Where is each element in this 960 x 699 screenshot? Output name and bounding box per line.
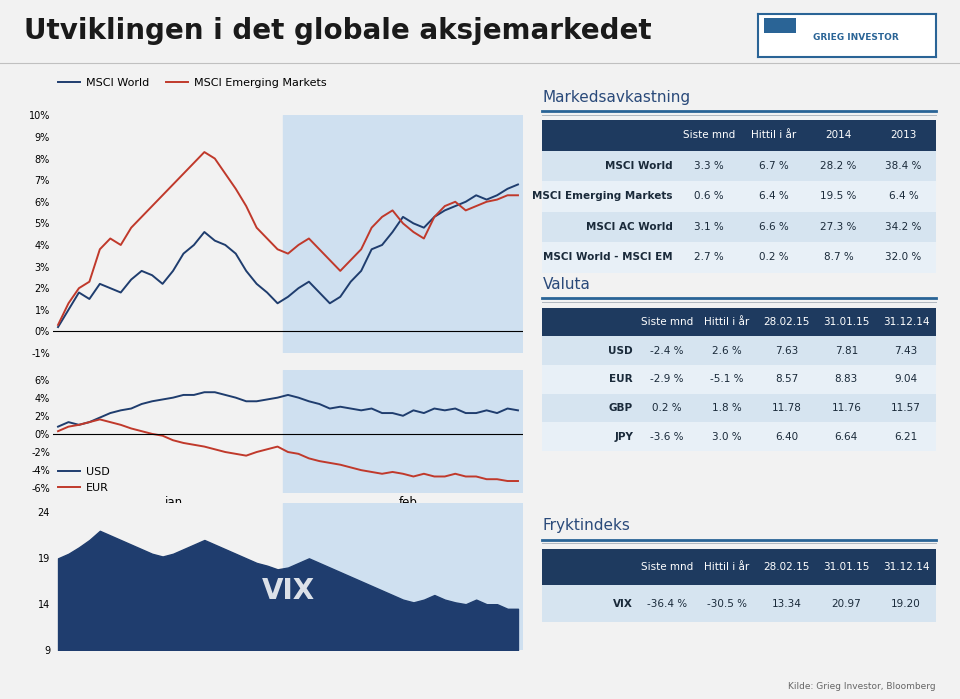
Bar bbox=[283, 370, 523, 493]
Text: 9.04: 9.04 bbox=[895, 374, 918, 384]
Text: 3.0 %: 3.0 % bbox=[711, 431, 741, 442]
Text: 34.2 %: 34.2 % bbox=[885, 222, 922, 232]
Text: 11.57: 11.57 bbox=[891, 403, 921, 413]
Text: 6.64: 6.64 bbox=[834, 431, 858, 442]
Text: 2.7 %: 2.7 % bbox=[694, 252, 724, 262]
Text: 1.8 %: 1.8 % bbox=[711, 403, 741, 413]
Text: 2.6 %: 2.6 % bbox=[711, 345, 741, 356]
Text: -30.5 %: -30.5 % bbox=[707, 599, 747, 609]
Text: Hittil i år: Hittil i år bbox=[704, 317, 749, 327]
Text: Siste mnd: Siste mnd bbox=[640, 317, 693, 327]
Text: 3.3 %: 3.3 % bbox=[694, 161, 724, 171]
Text: 31.12.14: 31.12.14 bbox=[883, 317, 929, 327]
Text: -2.4 %: -2.4 % bbox=[650, 345, 684, 356]
Text: -36.4 %: -36.4 % bbox=[647, 599, 686, 609]
FancyBboxPatch shape bbox=[764, 18, 796, 34]
Text: JPY: JPY bbox=[614, 431, 633, 442]
Text: 8.7 %: 8.7 % bbox=[824, 252, 853, 262]
Bar bbox=[283, 503, 523, 650]
Text: 0.6 %: 0.6 % bbox=[694, 192, 724, 201]
Text: 6.4 %: 6.4 % bbox=[758, 192, 788, 201]
Text: -5.1 %: -5.1 % bbox=[709, 374, 743, 384]
Legend: USD, EUR: USD, EUR bbox=[54, 463, 114, 497]
Text: 7.81: 7.81 bbox=[834, 345, 858, 356]
Text: 28.2 %: 28.2 % bbox=[821, 161, 856, 171]
Text: 3.1 %: 3.1 % bbox=[694, 222, 724, 232]
Text: VIX: VIX bbox=[613, 599, 633, 609]
Text: GBP: GBP bbox=[609, 403, 633, 413]
Text: MSCI AC World: MSCI AC World bbox=[586, 222, 672, 232]
Text: 38.4 %: 38.4 % bbox=[885, 161, 922, 171]
Text: 7.43: 7.43 bbox=[895, 345, 918, 356]
Text: 31.01.15: 31.01.15 bbox=[823, 317, 870, 327]
Text: Siste mnd: Siste mnd bbox=[640, 562, 693, 572]
Text: 6.40: 6.40 bbox=[775, 431, 798, 442]
Text: GRIEG INVESTOR: GRIEG INVESTOR bbox=[813, 34, 899, 43]
Text: 6.21: 6.21 bbox=[895, 431, 918, 442]
Text: 8.57: 8.57 bbox=[775, 374, 798, 384]
Text: 8.83: 8.83 bbox=[834, 374, 858, 384]
Text: MSCI World: MSCI World bbox=[605, 161, 672, 171]
Text: 13.34: 13.34 bbox=[772, 599, 802, 609]
Text: Kilde: Grieg Investor, Bloomberg: Kilde: Grieg Investor, Bloomberg bbox=[788, 682, 936, 691]
Text: 19.5 %: 19.5 % bbox=[821, 192, 856, 201]
Text: 19.20: 19.20 bbox=[891, 599, 921, 609]
Text: Fryktindeks: Fryktindeks bbox=[542, 519, 631, 533]
Text: 7.63: 7.63 bbox=[775, 345, 798, 356]
Text: -2.9 %: -2.9 % bbox=[650, 374, 684, 384]
Text: 6.4 %: 6.4 % bbox=[889, 192, 919, 201]
Text: 27.3 %: 27.3 % bbox=[821, 222, 856, 232]
Text: 11.76: 11.76 bbox=[831, 403, 861, 413]
Legend: MSCI World, MSCI Emerging Markets: MSCI World, MSCI Emerging Markets bbox=[54, 73, 330, 92]
Text: 2014: 2014 bbox=[826, 131, 852, 140]
Text: 0.2 %: 0.2 % bbox=[758, 252, 788, 262]
Text: Markedsavkastning: Markedsavkastning bbox=[542, 90, 690, 105]
Text: MSCI World - MSCI EM: MSCI World - MSCI EM bbox=[542, 252, 672, 262]
Text: 6.7 %: 6.7 % bbox=[758, 161, 788, 171]
Text: VIX: VIX bbox=[261, 577, 315, 605]
Text: EUR: EUR bbox=[610, 374, 633, 384]
Text: 31.12.14: 31.12.14 bbox=[883, 562, 929, 572]
Text: MSCI Emerging Markets: MSCI Emerging Markets bbox=[532, 192, 672, 201]
Text: 20.97: 20.97 bbox=[831, 599, 861, 609]
Text: Hittil i år: Hittil i år bbox=[751, 131, 796, 140]
Text: -3.6 %: -3.6 % bbox=[650, 431, 684, 442]
Text: 0.2 %: 0.2 % bbox=[652, 403, 682, 413]
Text: 6.6 %: 6.6 % bbox=[758, 222, 788, 232]
Text: 2013: 2013 bbox=[890, 131, 917, 140]
Text: Siste mnd: Siste mnd bbox=[683, 131, 734, 140]
Text: USD: USD bbox=[609, 345, 633, 356]
Text: 28.02.15: 28.02.15 bbox=[763, 562, 809, 572]
Text: 31.01.15: 31.01.15 bbox=[823, 562, 870, 572]
Bar bbox=[283, 115, 523, 353]
Text: Valuta: Valuta bbox=[542, 278, 590, 292]
Text: 11.78: 11.78 bbox=[772, 403, 802, 413]
Text: 28.02.15: 28.02.15 bbox=[763, 317, 809, 327]
Text: 32.0 %: 32.0 % bbox=[885, 252, 922, 262]
Text: Utviklingen i det globale aksjemarkedet: Utviklingen i det globale aksjemarkedet bbox=[24, 17, 652, 45]
Text: Hittil i år: Hittil i år bbox=[704, 562, 749, 572]
